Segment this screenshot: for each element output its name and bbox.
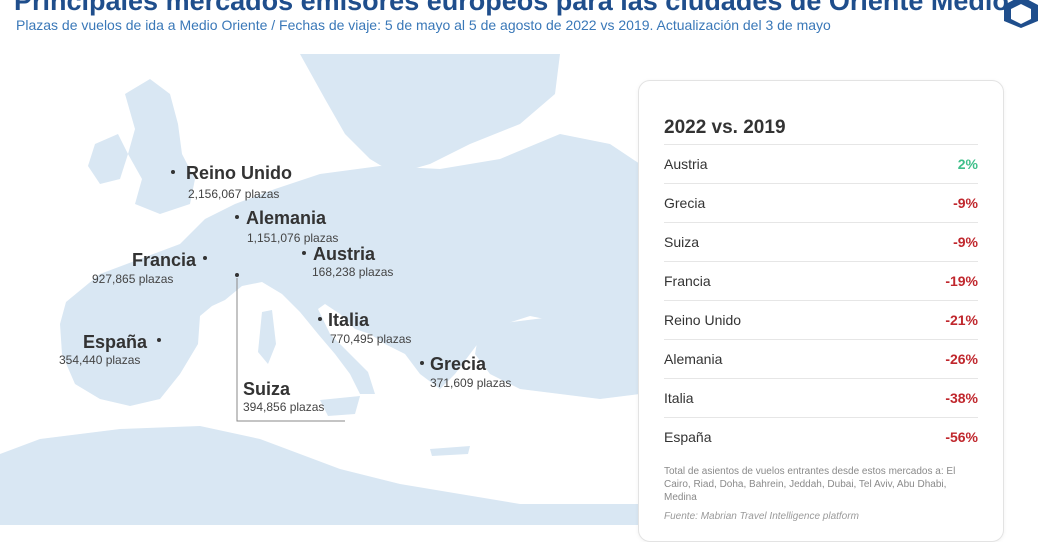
row-country: Austria (664, 156, 708, 172)
suiza-leader-line (236, 278, 345, 422)
table-row: Grecia -9% (664, 183, 978, 222)
table-row: Reino Unido -21% (664, 300, 978, 339)
marker-dot (318, 317, 322, 321)
marker-seats-label: 1,151,076 plazas (247, 231, 339, 245)
marker-country-label: Reino Unido (186, 163, 292, 183)
marker-country-label: Italia (328, 310, 370, 330)
row-country: Grecia (664, 195, 706, 211)
marker-dot (157, 338, 161, 342)
table-row: Suiza -9% (664, 222, 978, 261)
row-country: Reino Unido (664, 312, 742, 328)
table-row: Austria 2% (664, 144, 978, 183)
panel-source: Fuente: Mabrian Travel Intelligence plat… (664, 511, 859, 522)
row-country: Suiza (664, 234, 700, 250)
marker-country-label: Alemania (246, 208, 327, 228)
row-change: -9% (953, 195, 978, 211)
row-change: 2% (957, 156, 978, 172)
marker-seats-label: 394,856 plazas (243, 400, 325, 414)
table-row: Italia -38% (664, 378, 978, 417)
page-title: Principales mercados emisores europeos p… (14, 0, 1009, 16)
marker-seats-label: 168,238 plazas (312, 265, 394, 279)
row-country: Italia (664, 390, 694, 406)
marker-dot (420, 361, 424, 365)
page-subtitle: Plazas de vuelos de ida a Medio Oriente … (16, 17, 831, 33)
marker-country-label: España (83, 332, 148, 352)
comparison-panel: 2022 vs. 2019 Austria 2% Grecia -9% Suiza -9%… (638, 80, 1004, 542)
table-row: Francia -19% (664, 261, 978, 300)
row-change: -21% (945, 312, 978, 328)
panel-note: Total de asientos de vuelos entrantes de… (664, 466, 956, 503)
panel-title: 2022 vs. 2019 (664, 117, 786, 138)
row-country: España (664, 429, 712, 445)
row-change: -26% (945, 351, 978, 367)
marker-seats-label: 371,609 plazas (430, 376, 512, 390)
table-row: Alemania -26% (664, 339, 978, 378)
marker-dot (203, 256, 207, 260)
row-change: -38% (945, 390, 978, 406)
marker-dot (302, 251, 306, 255)
marker-seats-label: 2,156,067 plazas (188, 187, 280, 201)
row-country: Francia (664, 273, 711, 289)
row-change: -56% (945, 429, 978, 445)
marker-seats-label: 927,865 plazas (92, 272, 174, 286)
row-change: -9% (953, 234, 978, 250)
marker-country-label: Suiza (243, 379, 291, 399)
marker-country-label: Francia (132, 250, 197, 270)
marker-dot (171, 170, 175, 174)
marker-seats-label: 354,440 plazas (59, 353, 141, 367)
suiza-marker-dot (235, 273, 239, 277)
marker-seats-label: 770,495 plazas (330, 332, 412, 346)
hexagon-logo-icon (1004, 0, 1038, 28)
row-change: -19% (945, 273, 978, 289)
marker-dot (235, 215, 239, 219)
table-row: España -56% (664, 417, 978, 456)
comparison-table: Austria 2% Grecia -9% Suiza -9% Francia -19% Rei… (664, 144, 978, 456)
marker-country-label: Austria (313, 244, 376, 264)
marker-country-label: Grecia (430, 354, 487, 374)
europe-map (0, 54, 640, 525)
row-country: Alemania (664, 351, 723, 367)
